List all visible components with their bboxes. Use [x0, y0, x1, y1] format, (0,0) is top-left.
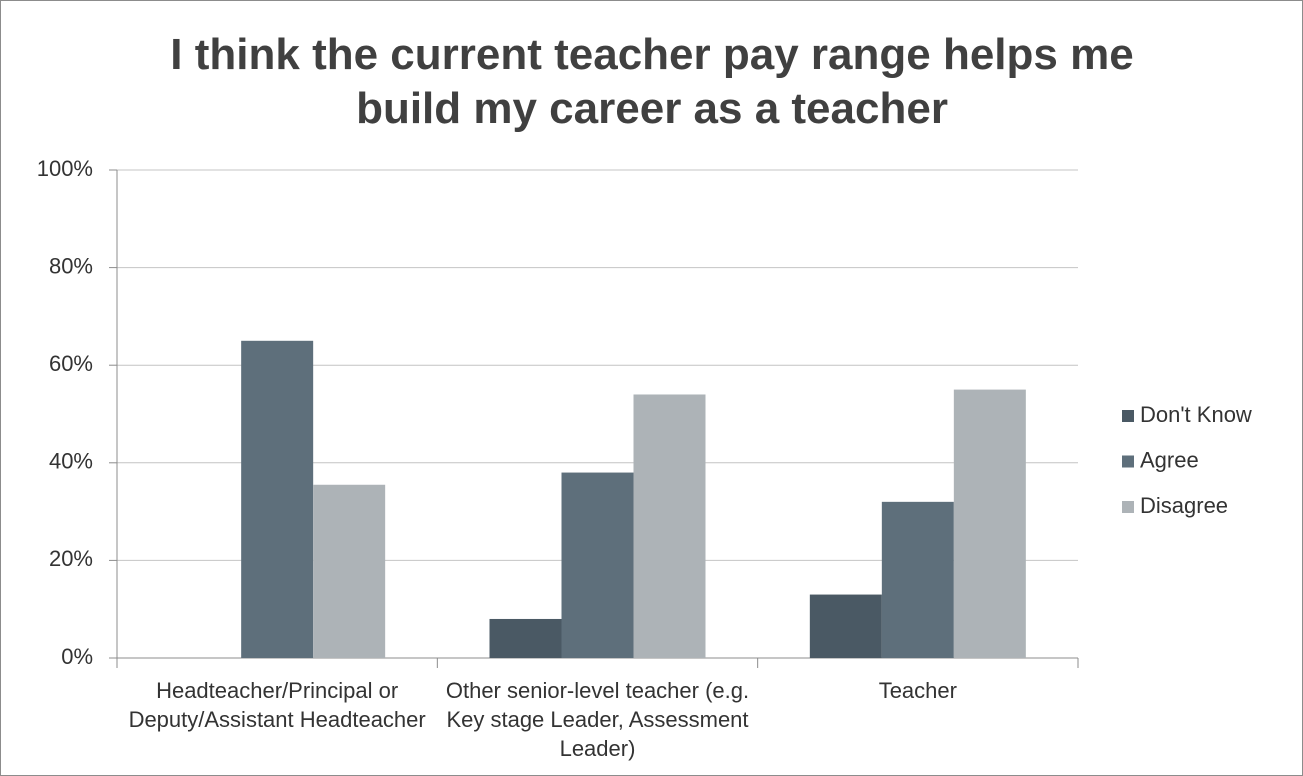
bar [561, 472, 634, 658]
chart-title: I think the current teacher pay range he… [170, 30, 1134, 133]
bar [489, 618, 562, 658]
bar [313, 484, 386, 658]
legend-label: Don't Know [1140, 402, 1252, 427]
bar [809, 594, 882, 658]
legend-swatch [1122, 501, 1134, 513]
bar [953, 389, 1026, 658]
y-tick-label: 0% [61, 644, 93, 669]
y-tick-label: 80% [49, 253, 93, 278]
legend-label: Agree [1140, 447, 1199, 472]
legend-label: Disagree [1140, 493, 1228, 518]
x-tick-label: Other senior-level teacher (e.g. Key sta… [445, 678, 750, 761]
y-tick-label: 60% [49, 351, 93, 376]
legend-swatch [1122, 455, 1134, 468]
y-tick-label: 100% [37, 156, 93, 181]
y-tick-label: 20% [49, 546, 93, 571]
bar [241, 340, 314, 658]
x-tick-label: Headteacher/Principal or Deputy/Assistan… [128, 678, 426, 732]
bar [633, 394, 706, 658]
legend-swatch [1122, 410, 1134, 422]
y-tick-label: 40% [49, 449, 93, 474]
x-tick-label: Teacher [878, 678, 957, 703]
bar [881, 501, 954, 658]
